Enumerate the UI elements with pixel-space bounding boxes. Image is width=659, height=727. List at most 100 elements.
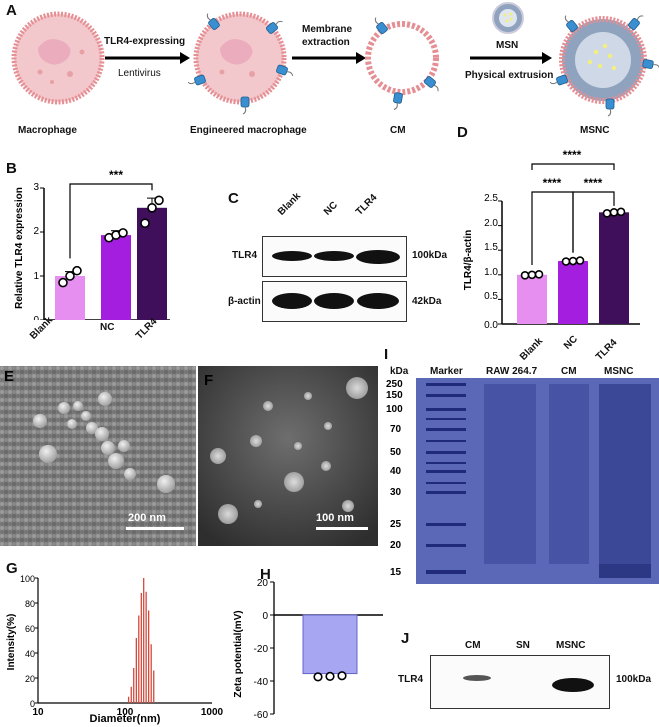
ylabel-g: Intensity(%) — [6, 614, 17, 671]
engineered-macrophage-icon — [186, 11, 296, 115]
marker-bands — [426, 383, 466, 574]
ytick-g-5: 100 — [20, 574, 35, 584]
sem-image-e — [0, 366, 196, 546]
ylabel-b: Relative TLR4 expression — [14, 187, 25, 309]
cell-membrane-icon — [365, 15, 443, 112]
lane-i-cm: CM — [561, 366, 577, 377]
bar-chart-b: Relative TLR4 expression 0 1 2 3 *** — [14, 170, 170, 320]
point-h-0 — [313, 672, 323, 682]
msn-nanoparticle-icon — [492, 2, 524, 34]
ytick-d-5: 2.5 — [484, 193, 498, 204]
arrow2-top-label-1: Membrane — [302, 24, 353, 35]
point-d-2-0 — [602, 209, 612, 218]
western-blot-j — [430, 655, 610, 709]
scale-bar-e — [126, 527, 184, 530]
raw-lane-bands — [484, 384, 536, 564]
xticks-g: 10 100 1000 — [32, 707, 223, 718]
point-d-2-2 — [616, 207, 626, 217]
schematic-diagram — [11, 2, 659, 117]
lane-c-tlr4: TLR4 — [354, 192, 380, 218]
marker-250: 250 — [386, 379, 403, 390]
xtick-d-0: Blank — [518, 335, 546, 363]
xtick-g-0: 10 — [32, 707, 44, 718]
bar-d-2 — [599, 212, 629, 324]
yticks-g: 0 20 40 60 80 100 — [20, 574, 35, 709]
point-b-2-0 — [140, 218, 150, 229]
sig-bracket-d-0 — [531, 163, 615, 170]
macrophage-cell-icon — [11, 11, 105, 105]
marker-70: 70 — [390, 424, 402, 435]
panel-label-j: J — [401, 630, 410, 647]
ytick-h-0: 20 — [257, 578, 269, 589]
caption-msnc: MSNC — [580, 125, 610, 136]
scale-bar-f — [316, 527, 368, 530]
sig-d-2: **** — [584, 176, 603, 190]
yticks-h: 20 0 -20 -40 -60 — [254, 578, 269, 721]
ytick-d-1: 0.5 — [484, 291, 498, 302]
scale-label-e: 200 nm — [128, 512, 166, 524]
ytick-b-1: 1 — [33, 271, 39, 282]
lane-c-blank: Blank — [276, 190, 304, 218]
lane-j-msnc: MSNC — [556, 640, 586, 651]
lane-j-sn: SN — [516, 640, 530, 651]
msnc-lane-bands — [599, 384, 651, 578]
point-b-2-2 — [154, 195, 164, 206]
ytick-d-4: 2.0 — [484, 218, 498, 229]
ylabel-d: TLR4/β-actin — [463, 230, 474, 291]
point-d-0-1 — [527, 270, 537, 280]
size-j: 100kDa — [616, 674, 652, 685]
sig-bracket-b — [69, 183, 153, 259]
sig-b: *** — [109, 170, 123, 182]
marker-40: 40 — [390, 466, 402, 477]
lane-i-raw: RAW 264.7 — [486, 366, 538, 377]
sig-d-1: **** — [543, 176, 562, 190]
lane-i-msnc: MSNC — [604, 366, 634, 377]
ytick-h-1: 0 — [262, 611, 268, 622]
bar-d-1 — [558, 261, 588, 324]
ytick-b-2: 2 — [33, 226, 39, 237]
gel-markers-text: 250 150 100 70 50 40 30 25 20 15 — [386, 379, 403, 578]
ytick-d-0: 0.0 — [484, 320, 498, 330]
marker-15: 15 — [390, 567, 402, 578]
panel-label-c: C — [228, 190, 239, 207]
point-d-0-2 — [534, 270, 544, 279]
ytick-d-3: 1.5 — [484, 242, 498, 253]
marker-20: 20 — [390, 540, 402, 551]
point-b-2-1 — [147, 202, 157, 213]
ytick-h-4: -60 — [254, 710, 269, 721]
point-d-1-2 — [575, 256, 585, 265]
ylabel-h: Zeta potential(mV) — [233, 610, 244, 697]
nanoparticles-e — [33, 392, 175, 493]
bar-d-0 — [517, 274, 547, 324]
yticks-b: 0 1 2 3 — [33, 182, 39, 320]
panel-label-i: I — [384, 346, 389, 363]
sig-d-0: **** — [563, 148, 582, 162]
dls-histogram-g: Intensity(%) Diameter(nm) 0 20 40 60 80 … — [6, 574, 224, 725]
kda-label: kDa — [390, 366, 409, 377]
panel-label-b: B — [6, 160, 17, 177]
ytick-h-2: -20 — [254, 644, 269, 655]
caption-engineered-macrophage: Engineered macrophage — [190, 125, 307, 136]
point-d-0-0 — [520, 270, 530, 280]
lane-c-nc: NC — [322, 199, 340, 218]
size-c-42: 42kDa — [412, 296, 442, 307]
arrow2-top-label-2: extraction — [302, 37, 350, 48]
size-c-100: 100kDa — [412, 250, 448, 261]
cm-lane-bands — [549, 384, 589, 564]
panel-label-h: H — [260, 566, 271, 583]
point-h-2 — [337, 671, 347, 681]
marker-150: 150 — [386, 390, 403, 401]
marker-25: 25 — [390, 519, 402, 530]
xlabel-g: Diameter(nm) — [90, 713, 161, 725]
zeta-chart-h: Zeta potential(mV) 20 0 -20 -40 -60 — [233, 578, 383, 721]
point-d-2-1 — [609, 208, 619, 217]
sig-bracket-d-2 — [572, 191, 615, 253]
arrow1-top-label: TLR4-expressing — [104, 36, 186, 47]
marker-100: 100 — [386, 404, 403, 415]
marker-50: 50 — [390, 447, 402, 458]
western-blot-c — [262, 236, 407, 322]
point-b-1-2 — [118, 228, 128, 238]
tem-image-f — [198, 366, 378, 546]
panel-label-a: A — [6, 2, 17, 19]
bar-b-1 — [101, 235, 131, 320]
